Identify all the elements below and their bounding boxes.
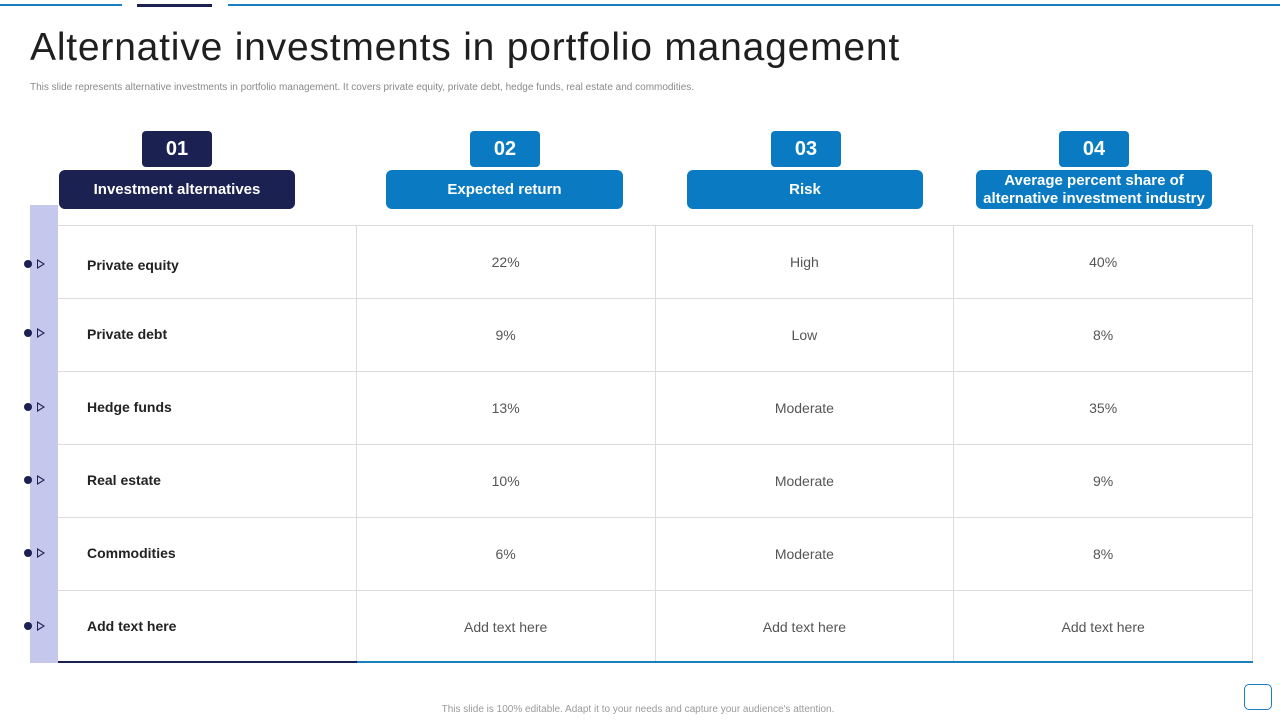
column-header-expected-return: Expected return [386, 170, 623, 209]
expected-return-cell: 6% [357, 518, 656, 590]
column-number-badge: 02 [470, 131, 540, 167]
row-label: Private debt [58, 299, 357, 371]
column-header-average-share: Average percent share of alternative inv… [976, 170, 1212, 209]
row-label: Commodities [58, 518, 357, 590]
row-bullet-icon [24, 547, 46, 559]
page-subtitle: This slide represents alternative invest… [30, 82, 695, 93]
risk-cell: Low [656, 299, 955, 371]
table-row: Hedge funds 13% Moderate 35% [58, 371, 1254, 444]
top-decor-line [0, 4, 122, 6]
share-cell: Add text here [954, 591, 1254, 663]
column-number-badge: 01 [142, 131, 212, 167]
share-cell: 8% [954, 299, 1254, 371]
row-bullet-icon [24, 620, 46, 632]
expected-return-cell: Add text here [357, 591, 656, 663]
row-label: Real estate [58, 445, 357, 517]
share-cell: 8% [954, 518, 1254, 590]
page-title: Alternative investments in portfolio man… [30, 26, 901, 69]
expected-return-cell: 9% [357, 299, 656, 371]
expected-return-cell: 22% [357, 226, 656, 298]
share-cell: 35% [954, 372, 1254, 444]
share-cell: 40% [954, 226, 1254, 298]
risk-cell: Moderate [656, 518, 955, 590]
slide-corner-icon [1244, 684, 1272, 710]
top-decor-line-active [137, 4, 212, 7]
footer-note: This slide is 100% editable. Adapt it to… [441, 704, 835, 715]
top-decor-line [228, 4, 1280, 6]
row-bullet-icon [24, 401, 46, 413]
share-cell: 9% [954, 445, 1254, 517]
table-row: Add text here Add text here Add text her… [58, 590, 1254, 663]
table-row: Private equity 22% High 40% [58, 225, 1254, 298]
row-bullet-icon [24, 258, 46, 270]
table-row: Real estate 10% Moderate 9% [58, 444, 1254, 517]
risk-cell: Moderate [656, 445, 955, 517]
column-number-badge: 03 [771, 131, 841, 167]
risk-cell: Moderate [656, 372, 955, 444]
column-number-badge: 04 [1059, 131, 1129, 167]
table-row: Private debt 9% Low 8% [58, 298, 1254, 371]
table-row: Commodities 6% Moderate 8% [58, 517, 1254, 590]
column-header-investment-alternatives: Investment alternatives [59, 170, 295, 209]
investment-table: Private equity 22% High 40% Private debt… [58, 225, 1254, 663]
row-bullet-icon [24, 474, 46, 486]
table-bottom-border [58, 661, 357, 663]
left-accent-bar [30, 205, 58, 663]
risk-cell: High [656, 226, 955, 298]
risk-cell: Add text here [656, 591, 955, 663]
row-label: Private equity [58, 226, 357, 298]
row-label: Hedge funds [58, 372, 357, 444]
column-header-risk: Risk [687, 170, 923, 209]
row-bullet-icon [24, 327, 46, 339]
expected-return-cell: 13% [357, 372, 656, 444]
table-bottom-border [357, 661, 1253, 663]
row-label: Add text here [58, 591, 357, 663]
expected-return-cell: 10% [357, 445, 656, 517]
